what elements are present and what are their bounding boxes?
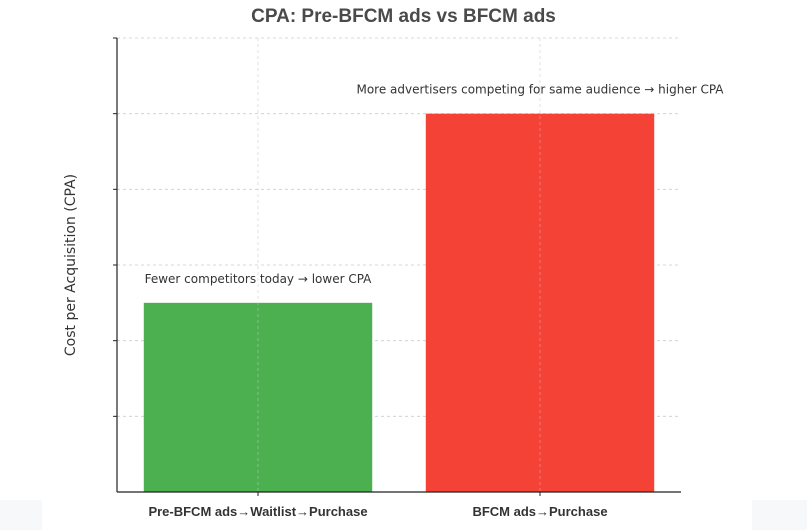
bar-2 (425, 113, 655, 493)
corner-fade-left (0, 500, 42, 530)
annotation-1: Fewer competitors today → lower CPA (145, 272, 373, 286)
x-tick-label-1: Pre-BFCM ads→Waitlist→Purchase (148, 504, 367, 519)
x-tick-label-2: BFCM ads→Purchase (472, 504, 607, 519)
annotation-2: More advertisers competing for same audi… (356, 83, 724, 97)
bar-1 (143, 302, 373, 492)
corner-fade-right (752, 500, 807, 530)
chart-title: CPA: Pre-BFCM ads vs BFCM ads (251, 6, 556, 27)
